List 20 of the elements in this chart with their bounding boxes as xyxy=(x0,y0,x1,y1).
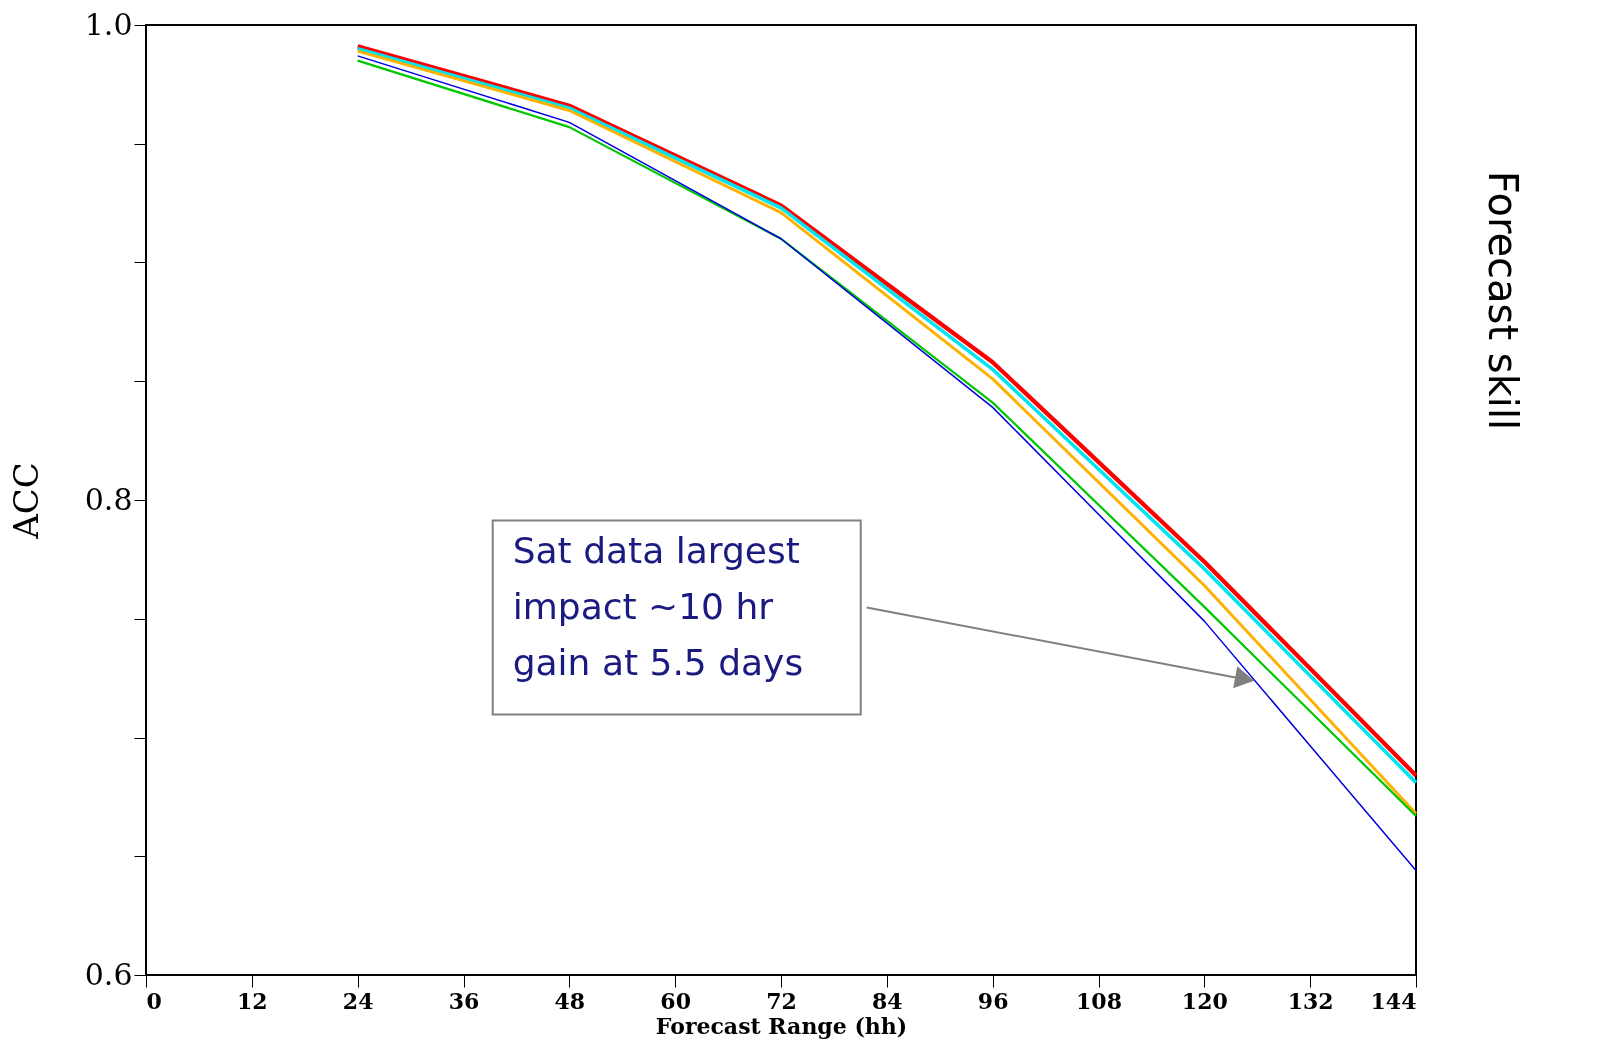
x-tick-label: 84 xyxy=(872,987,903,1014)
x-axis-title: Forecast Range (hh) xyxy=(655,1012,908,1039)
x-tick-label: 24 xyxy=(342,987,374,1014)
x-tick-label: 0 xyxy=(146,987,162,1014)
y-tick-label: 1.0 xyxy=(84,6,133,42)
y-axis-title: ACC xyxy=(5,462,46,540)
text: Forecast skill xyxy=(1480,170,1526,431)
x-tick-label: 108 xyxy=(1076,987,1122,1014)
x-tick-label: 72 xyxy=(766,987,797,1014)
y-tick-label: 0.6 xyxy=(84,956,133,992)
x-tick-label: 48 xyxy=(554,987,586,1014)
x-tick-label: 96 xyxy=(977,987,1009,1014)
annotation: Sat data largest impact ~10 hr gain at 5.5 days xyxy=(512,529,804,683)
y-tick-label: 0.8 xyxy=(84,481,133,517)
x-tick-label: 132 xyxy=(1287,987,1334,1014)
x-tick-label: 12 xyxy=(237,987,268,1014)
x-tick-label: 36 xyxy=(448,987,480,1014)
x-tick-label: 120 xyxy=(1181,987,1228,1014)
x-tick-label: 144 xyxy=(1370,987,1417,1014)
x-tick-label: 60 xyxy=(660,987,691,1014)
